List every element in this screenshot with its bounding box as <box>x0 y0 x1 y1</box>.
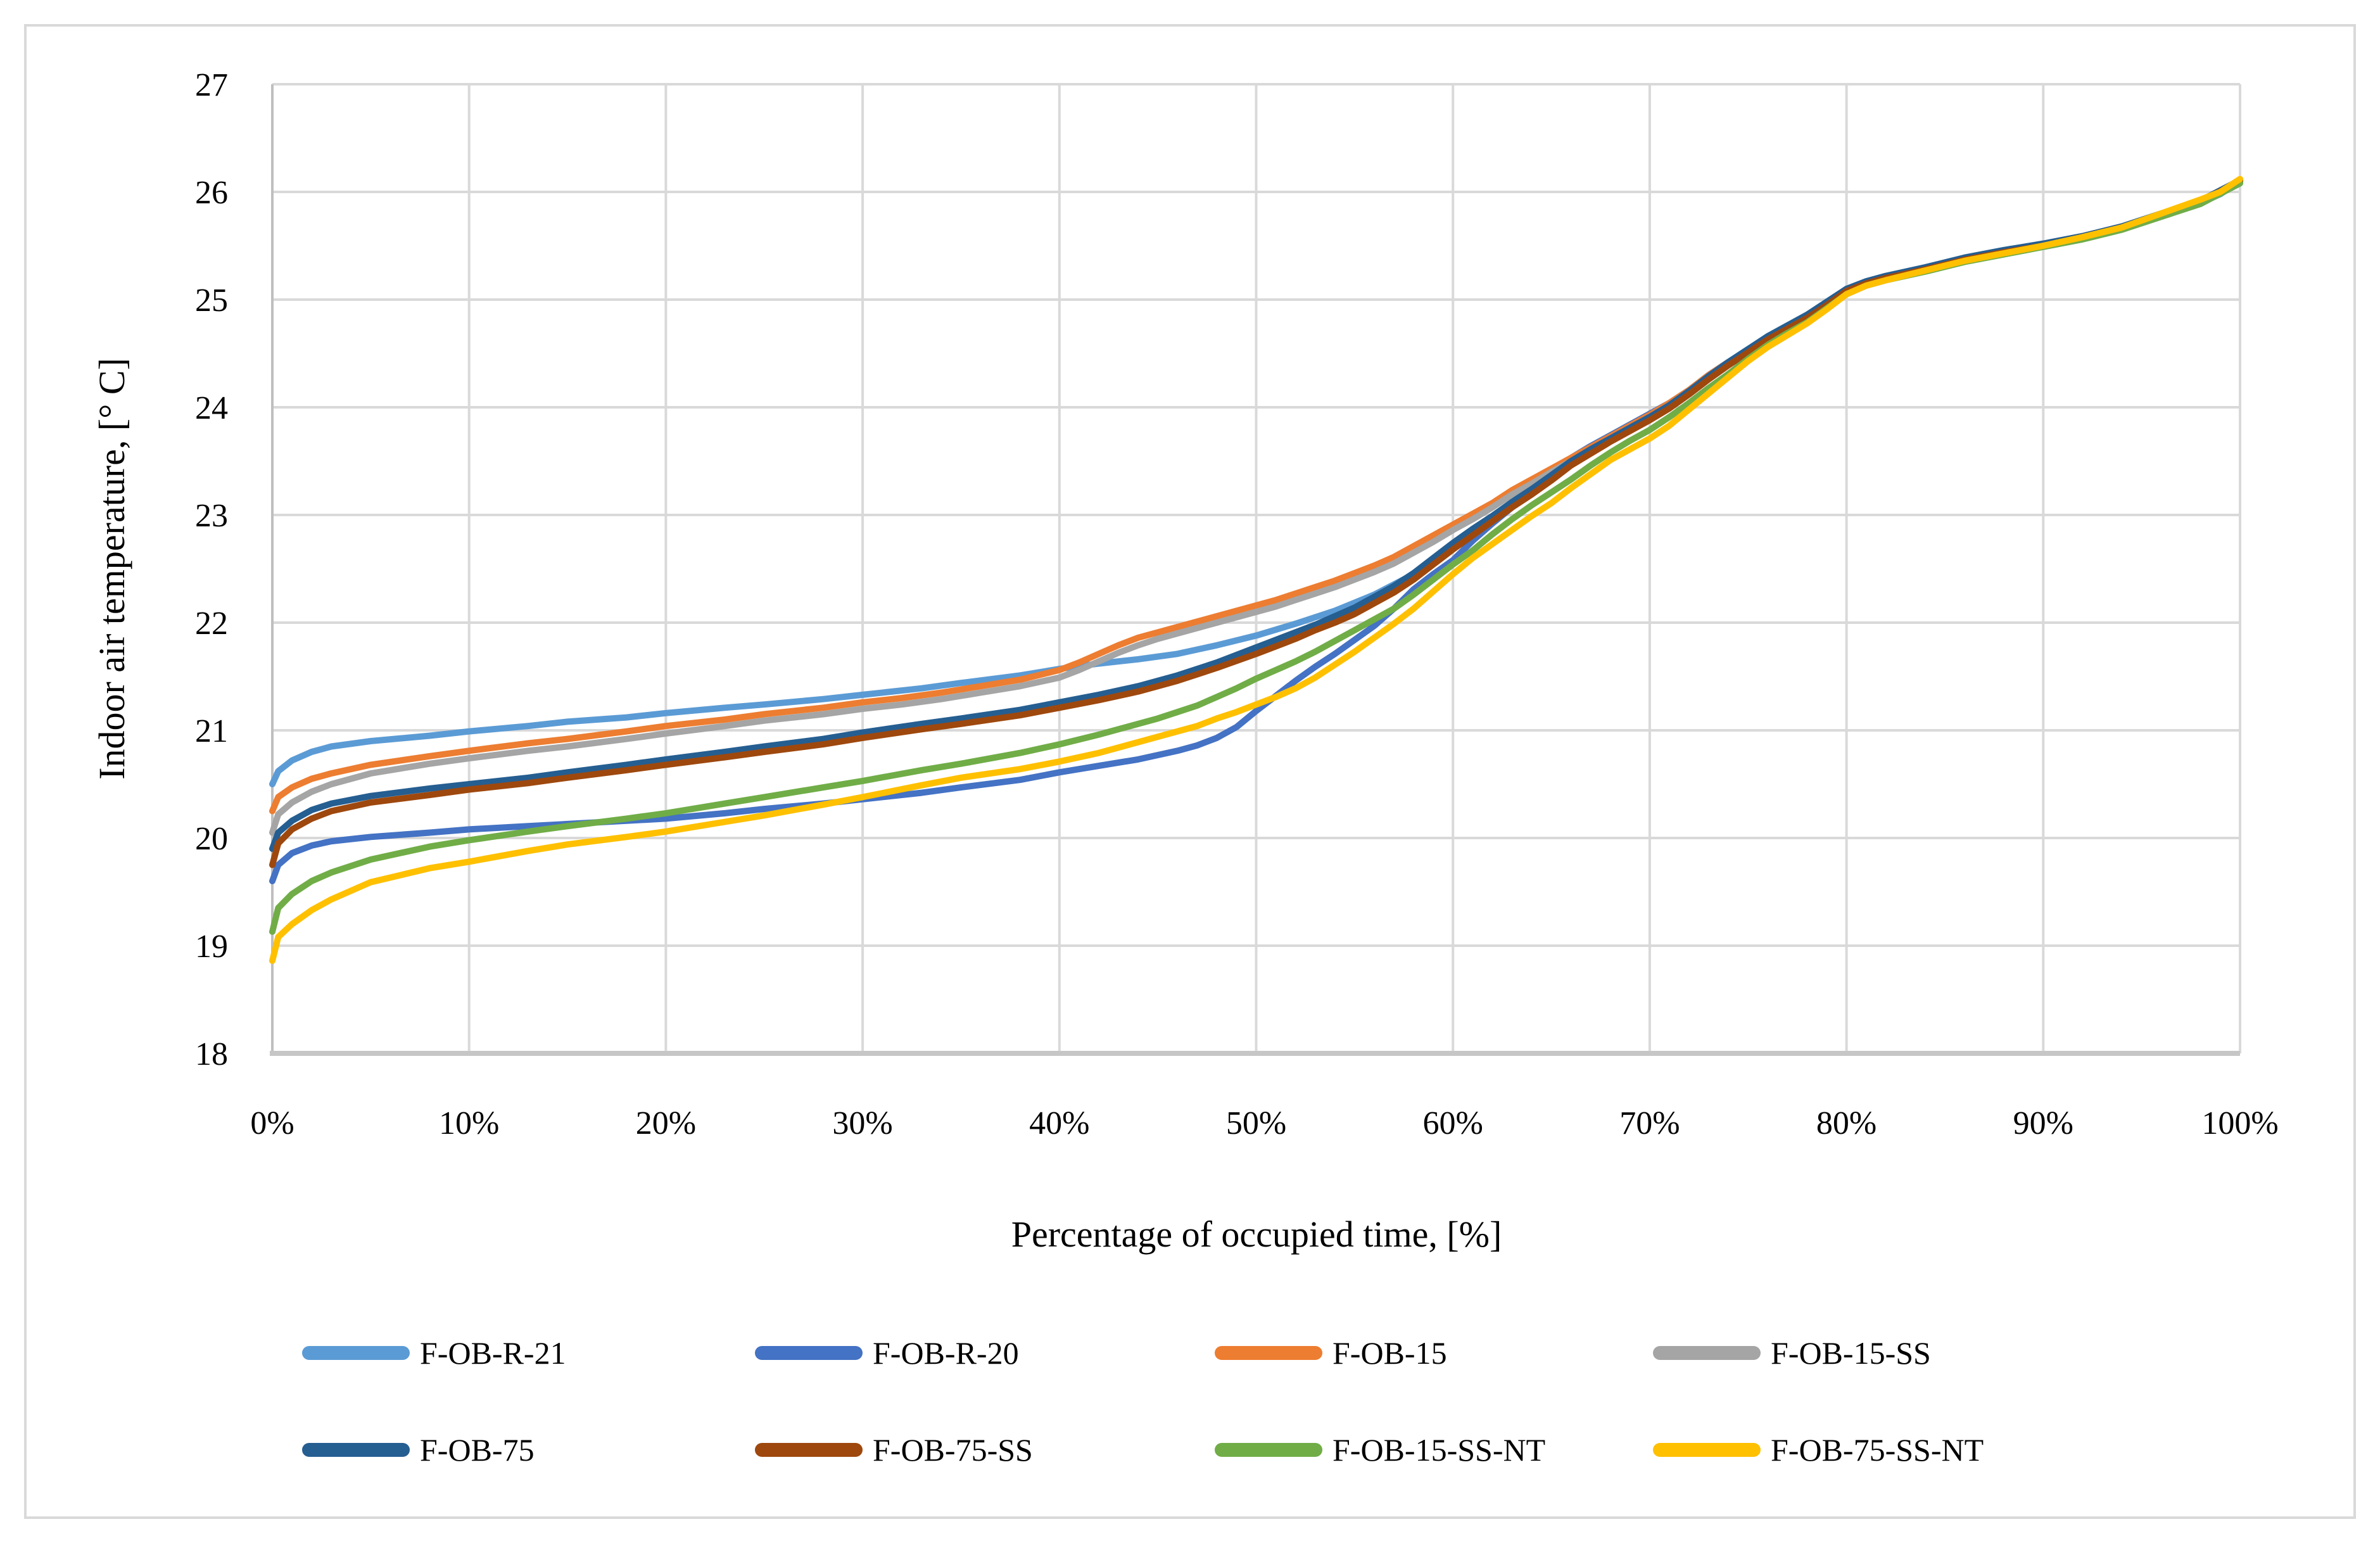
gridlines <box>272 83 2241 1053</box>
y-tick-label: 27 <box>195 67 228 103</box>
y-tick-label: 22 <box>195 606 228 642</box>
legend-swatch-F-OB-15-SS-NT <box>1215 1443 1322 1457</box>
legend-item-F-OB-R-20: F-OB-R-20 <box>755 1335 1019 1371</box>
y-tick-label: 21 <box>195 713 228 749</box>
legend-swatch-F-OB-R-20 <box>755 1346 863 1360</box>
legend-item-F-OB-R-21: F-OB-R-21 <box>302 1335 566 1371</box>
legend-item-F-OB-75-SS: F-OB-75-SS <box>755 1432 1033 1468</box>
y-tick-label: 25 <box>195 283 228 319</box>
y-tick-label: 24 <box>195 390 228 426</box>
legend-item-F-OB-15-SS: F-OB-15-SS <box>1653 1335 1931 1371</box>
legend-swatch-F-OB-75-SS <box>755 1443 863 1457</box>
x-tick-label: 10% <box>439 1105 499 1141</box>
y-axis-tick-labels: 18 19 20 21 22 23 24 25 26 27 <box>195 67 228 1072</box>
x-tick-label: 40% <box>1029 1105 1089 1141</box>
x-axis-tick-labels: 0% 10% 20% 30% 40% 50% 60% 70% 80% 90% 100% <box>250 1105 2278 1141</box>
legend: F-OB-R-21 F-OB-R-20 F-OB-15 F-OB-15-SS F-OB-… <box>302 1335 1984 1468</box>
legend-item-F-OB-75: F-OB-75 <box>302 1432 535 1468</box>
y-axis-title: Indoor air temperature, [° C] <box>91 358 132 780</box>
x-axis-title: Percentage of occupied time, [%] <box>1011 1214 1502 1255</box>
legend-swatch-F-OB-R-21 <box>302 1346 410 1360</box>
legend-label: F-OB-R-20 <box>873 1335 1019 1371</box>
legend-label: F-OB-15-SS <box>1771 1335 1931 1371</box>
legend-swatch-F-OB-15 <box>1215 1346 1322 1360</box>
legend-swatch-F-OB-75-SS-NT <box>1653 1443 1761 1457</box>
x-tick-label: 70% <box>1619 1105 1680 1141</box>
figure-border <box>24 24 2356 1519</box>
x-tick-label: 0% <box>250 1105 294 1141</box>
y-tick-label: 18 <box>195 1036 228 1072</box>
legend-label: F-OB-R-21 <box>420 1335 566 1371</box>
legend-swatch-F-OB-15-SS <box>1653 1346 1761 1360</box>
x-tick-label: 50% <box>1226 1105 1286 1141</box>
x-tick-label: 80% <box>1816 1105 1877 1141</box>
x-tick-label: 90% <box>2013 1105 2073 1141</box>
x-tick-label: 20% <box>636 1105 696 1141</box>
x-tick-label: 30% <box>832 1105 892 1141</box>
legend-swatch-F-OB-75 <box>302 1443 410 1457</box>
y-tick-label: 26 <box>195 175 228 211</box>
legend-item-F-OB-15-SS-NT: F-OB-15-SS-NT <box>1215 1432 1545 1468</box>
x-tick-label: 60% <box>1423 1105 1483 1141</box>
x-tick-label: 100% <box>2201 1105 2278 1141</box>
legend-label: F-OB-15 <box>1332 1335 1447 1371</box>
legend-item-F-OB-15: F-OB-15 <box>1215 1335 1447 1371</box>
legend-label: F-OB-75-SS-NT <box>1771 1432 1984 1468</box>
series-lines <box>269 175 2243 964</box>
legend-item-F-OB-75-SS-NT: F-OB-75-SS-NT <box>1653 1432 1984 1468</box>
y-tick-label: 23 <box>195 498 228 534</box>
legend-label: F-OB-75-SS <box>873 1432 1033 1468</box>
y-tick-label: 19 <box>195 929 228 965</box>
y-tick-label: 20 <box>195 821 228 857</box>
series-line-F-OB-75-SS-NT <box>269 175 2243 964</box>
legend-label: F-OB-75 <box>420 1432 535 1468</box>
axis-lines <box>270 84 2240 1056</box>
legend-label: F-OB-15-SS-NT <box>1332 1432 1545 1468</box>
